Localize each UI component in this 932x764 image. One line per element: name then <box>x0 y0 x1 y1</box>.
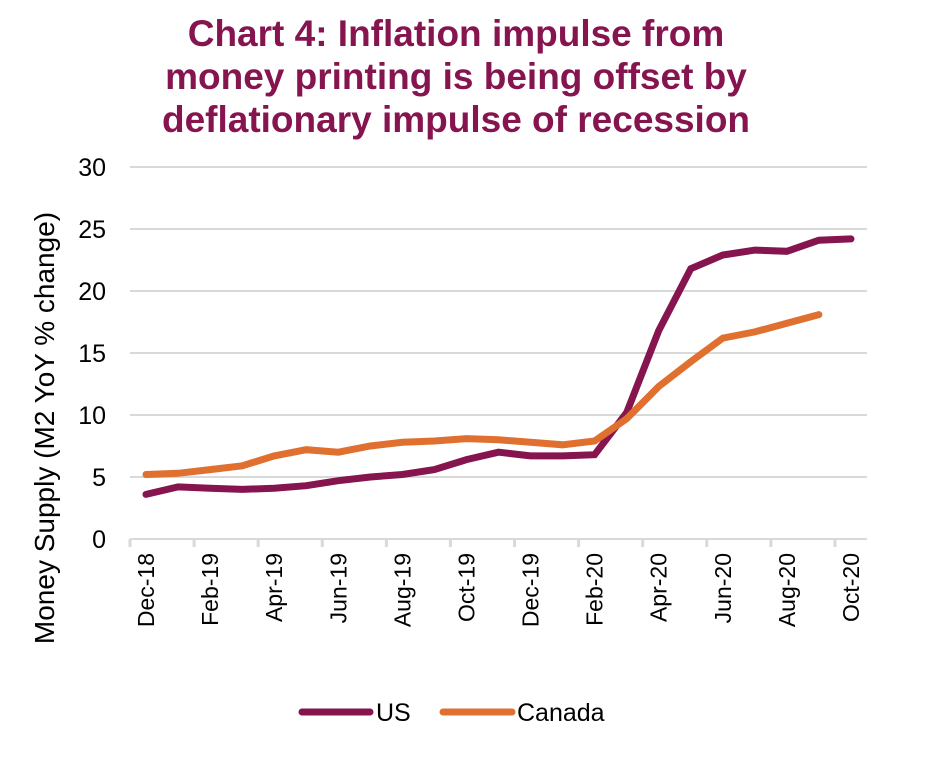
series-lines <box>142 235 855 498</box>
legend: US Canada <box>298 699 605 727</box>
gridlines <box>130 166 867 540</box>
x-axis-tick-labels: Dec-18 Feb-19 Apr-19 Jun-19 Aug-19 Oct-19 Dec-… <box>133 553 864 627</box>
chart-title-line: Chart 4: Inflation impulse from <box>187 13 725 54</box>
y-axis-ticks: 0 5 10 15 20 25 30 <box>78 154 106 554</box>
x-tick-label: Jun-19 <box>325 553 351 623</box>
y-tick-label: 0 <box>92 526 106 554</box>
y-tick-label: 30 <box>78 154 106 182</box>
x-tick-label: Apr-19 <box>261 553 287 622</box>
y-tick-label: 20 <box>78 278 106 306</box>
y-tick-label: 25 <box>78 216 106 244</box>
x-tick-label: Apr-20 <box>646 553 672 622</box>
legend-item-us: US <box>298 699 411 727</box>
chart-title: Chart 4: Inflation impulse from money pr… <box>0 12 912 141</box>
legend-label: Canada <box>517 699 605 727</box>
x-tick-label: Dec-19 <box>518 553 544 627</box>
chart-title-line: money printing is being offset by <box>165 56 747 97</box>
x-tick-label: Feb-20 <box>582 553 608 626</box>
x-tick-label: Oct-19 <box>453 553 479 622</box>
x-tick-label: Jun-20 <box>710 553 736 623</box>
series-line-us <box>142 235 855 498</box>
x-tick-label: Dec-18 <box>133 553 159 627</box>
x-tick-label: Aug-19 <box>389 553 415 627</box>
y-axis-label: Money Supply (M2 YoY % change) <box>29 212 60 644</box>
legend-label: US <box>376 699 411 727</box>
y-tick-label: 10 <box>78 402 106 430</box>
legend-item-canada: Canada <box>439 699 605 727</box>
series-line-canada <box>142 311 823 478</box>
x-tick-label: Feb-19 <box>197 553 223 626</box>
x-tick-label: Aug-20 <box>774 553 800 627</box>
x-axis <box>128 539 837 547</box>
y-tick-label: 5 <box>92 464 106 492</box>
x-tick-label: Oct-20 <box>838 553 864 622</box>
y-tick-label: 15 <box>78 340 106 368</box>
chart-title-line: deflationary impulse of recession <box>161 99 751 140</box>
